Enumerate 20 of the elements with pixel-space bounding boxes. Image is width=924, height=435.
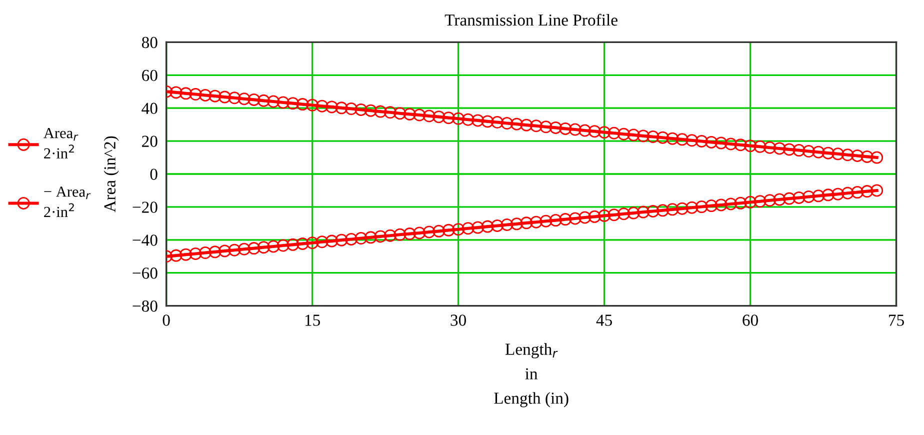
y-tick-label: 20 bbox=[142, 136, 158, 147]
y-tick-label: −80 bbox=[132, 300, 158, 312]
x-tick-label: 30 bbox=[450, 314, 466, 326]
y-tick-label: −60 bbox=[132, 268, 158, 279]
y-tick-label: −20 bbox=[132, 202, 158, 213]
y-tick-label: 80 bbox=[142, 36, 158, 48]
text: − Area$_{r}$ 2·in$^{2}$ bbox=[44, 186, 91, 217]
x-tick-label: 60 bbox=[742, 314, 758, 326]
x-tick-label: 0 bbox=[162, 314, 170, 326]
y-tick-label: 40 bbox=[142, 102, 158, 114]
x-tick-label: 75 bbox=[889, 314, 904, 326]
x-tick-label: 45 bbox=[596, 314, 612, 326]
legend-label: Area$_{r}$ 2·in$^{2}$ bbox=[44, 128, 78, 158]
y-tick-label: −40 bbox=[132, 234, 158, 246]
y-tick-label: 0 bbox=[150, 168, 158, 180]
y-axis-title: Area (in^2) bbox=[104, 136, 119, 212]
x-tick-label: 15 bbox=[305, 314, 320, 326]
text: Length$_{r}$ in Length (in) bbox=[494, 343, 568, 408]
y-tick-label: 60 bbox=[142, 70, 158, 82]
chart-title: Transmission Line Profile bbox=[444, 14, 618, 26]
